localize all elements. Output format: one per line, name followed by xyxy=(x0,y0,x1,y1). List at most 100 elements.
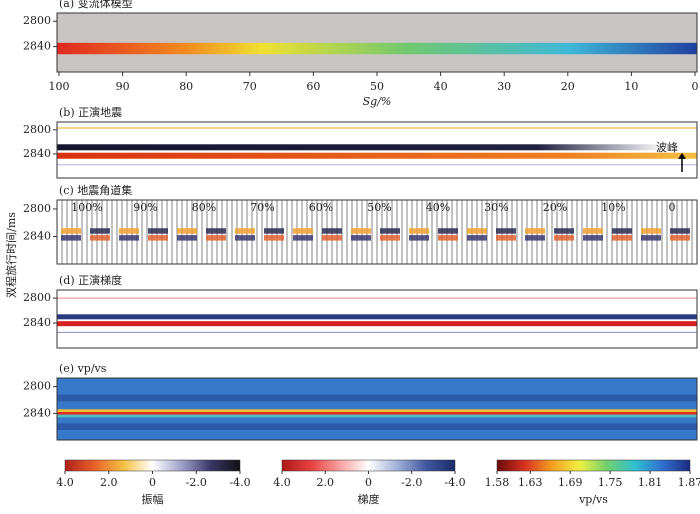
trough xyxy=(57,144,697,151)
wavelet xyxy=(409,235,429,241)
wavelet xyxy=(177,228,197,234)
wavelet xyxy=(438,235,458,241)
wavelet xyxy=(467,235,487,241)
band xyxy=(57,394,697,402)
colorbar-tick-label: 1.58 xyxy=(485,476,510,489)
wavelet xyxy=(467,228,487,234)
x-tick-label: 100 xyxy=(49,80,70,93)
wavelet xyxy=(148,235,168,241)
wavelet xyxy=(641,228,661,234)
x-tick-label: 60 xyxy=(306,80,320,93)
y-tick-label: 2800 xyxy=(23,291,51,304)
x-tick-label: 40 xyxy=(434,80,448,93)
colorbar-tick-label: 1.69 xyxy=(558,476,583,489)
y-axis-label: 双程旅行时间/ms xyxy=(4,212,18,298)
x-tick-label: 70 xyxy=(243,80,257,93)
colorbar-tick-label: 2.0 xyxy=(100,476,118,489)
colorbar-tick-label: 2.0 xyxy=(317,476,335,489)
wavelet xyxy=(148,228,168,234)
wavelet xyxy=(583,235,603,241)
x-tick-label: 50 xyxy=(370,80,384,93)
trough xyxy=(57,314,697,320)
panel-title: (c) 地震角道集 xyxy=(59,183,132,197)
wavelet xyxy=(496,228,516,234)
annotation: 波峰 xyxy=(656,141,678,154)
colorbar-tick-label: 1.75 xyxy=(598,476,623,489)
wavelet xyxy=(351,228,371,234)
wavelet xyxy=(554,228,574,234)
wavelet xyxy=(380,228,400,234)
wavelet xyxy=(264,228,284,234)
colorbar-tick-label: 1.81 xyxy=(638,476,663,489)
wavelet xyxy=(641,235,661,241)
wavelet xyxy=(496,235,516,241)
y-tick-label: 2840 xyxy=(23,40,51,53)
band xyxy=(57,412,697,415)
wavelet xyxy=(293,235,313,241)
colorbar-label: 振幅 xyxy=(142,492,164,506)
panel-title: (d) 正演梯度 xyxy=(59,273,122,287)
y-tick-label: 2800 xyxy=(23,123,51,136)
colorbar-tick-label: 1.63 xyxy=(518,476,543,489)
wavelet xyxy=(612,228,632,234)
wavelet xyxy=(438,228,458,234)
panel-frame xyxy=(56,289,698,349)
trace-label: 60% xyxy=(309,201,333,214)
wavelet xyxy=(322,228,342,234)
trace-label: 20% xyxy=(543,201,567,214)
band xyxy=(57,414,697,418)
colorbar-label: vp/vs xyxy=(578,493,608,506)
trace-label: 40% xyxy=(426,201,450,214)
colorbar-tick-label: -2.0 xyxy=(186,476,207,489)
band xyxy=(57,409,697,412)
colorbar-tick-label: -4.0 xyxy=(229,476,250,489)
y-tick-label: 2840 xyxy=(23,229,51,242)
x-tick-label: 20 xyxy=(561,80,575,93)
colorbar-tick-label: 4.0 xyxy=(56,476,74,489)
wavelet xyxy=(177,235,197,241)
trace-label: 90% xyxy=(133,201,157,214)
trace-label: 10% xyxy=(601,201,625,214)
colorbar-tick-label: 0 xyxy=(149,476,156,489)
panel-frame xyxy=(56,199,698,265)
x-tick-label: 80 xyxy=(179,80,193,93)
wavelet xyxy=(583,228,603,234)
wavelet xyxy=(206,235,226,241)
wavelet xyxy=(206,228,226,234)
wavelet xyxy=(525,228,545,234)
peak xyxy=(57,152,697,159)
wavelet xyxy=(409,228,429,234)
wavelet xyxy=(61,235,81,241)
wavelet xyxy=(322,235,342,241)
colorbar-tick-label: 4.0 xyxy=(273,476,291,489)
wavelet xyxy=(670,228,690,234)
colorbar-tick-label: -4.0 xyxy=(444,476,465,489)
wavelet xyxy=(235,228,255,234)
wavelet xyxy=(670,235,690,241)
trace-label: 0 xyxy=(669,201,676,214)
wavelet xyxy=(554,235,574,241)
trace-label: 100% xyxy=(71,201,102,214)
trace-label: 70% xyxy=(250,201,274,214)
background xyxy=(57,13,697,72)
wavelet xyxy=(612,235,632,241)
band xyxy=(57,423,697,430)
panel-title: (b) 正演地震 xyxy=(59,105,122,119)
x-tick-label: 90 xyxy=(116,80,130,93)
y-tick-label: 2840 xyxy=(23,316,51,329)
arrow-head xyxy=(678,152,686,159)
colorbar-label: 梯度 xyxy=(358,492,380,506)
colorbar-tick-label: 0 xyxy=(365,476,372,489)
wavelet xyxy=(90,228,110,234)
wavelet xyxy=(119,228,139,234)
wavelet xyxy=(264,235,284,241)
x-tick-label: 0 xyxy=(692,80,699,93)
wavelet xyxy=(380,235,400,241)
wavelet xyxy=(119,235,139,241)
wavelet xyxy=(61,228,81,234)
wavelet xyxy=(351,235,371,241)
trace-label: 30% xyxy=(484,201,508,214)
colorbar-tick-label: 1.87 xyxy=(678,476,700,489)
colorbar xyxy=(281,459,456,472)
fluid-band xyxy=(57,42,697,55)
